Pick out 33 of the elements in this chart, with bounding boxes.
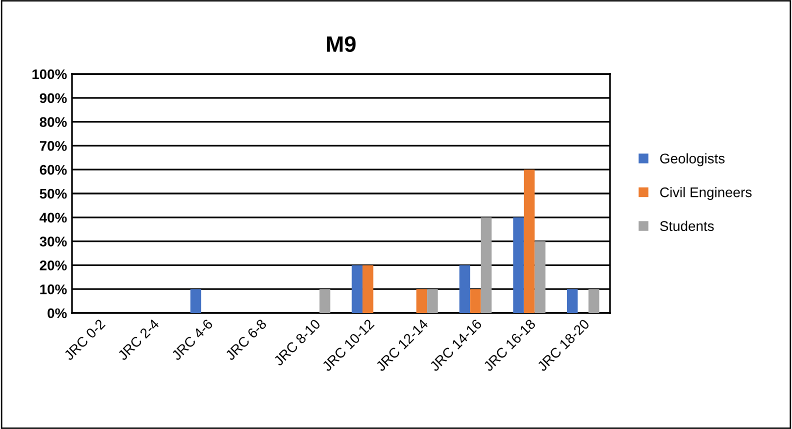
y-tick-label: 60% [40,164,67,175]
chart-title: M9 [327,36,356,52]
legend-label: Geologists [660,153,725,166]
bar [524,170,535,313]
bar [319,289,330,313]
bar [427,289,438,313]
bar [480,217,492,313]
y-tick-label: 10% [40,284,67,294]
bar [362,265,374,313]
x-tick-label: JRC 0-2 [63,318,106,361]
x-tick-label: JRC 4-6 [170,318,214,361]
y-tick-label: 20% [40,260,67,270]
bar [190,289,202,313]
y-tick-label: 100% [32,69,67,80]
bar [416,289,428,313]
y-tick-label: 70% [40,141,67,151]
bar [534,241,546,313]
y-tick-label: 30% [40,236,67,246]
legend-label: Students [660,220,714,232]
legend-label: Civil Engineers [660,187,752,200]
y-tick-label: 50% [40,188,67,199]
y-tick-label: 90% [40,93,67,104]
bar [352,265,363,313]
y-tick-label: 0% [48,308,67,318]
bar [588,289,600,313]
x-tick-label: JRC 6-8 [224,318,268,361]
x-tick-label: JRC 2-4 [117,318,160,361]
bar [513,217,524,313]
bar [459,265,470,313]
y-tick-label: 40% [40,212,67,223]
y-tick-label: 80% [40,117,67,127]
bar [470,289,481,313]
bar [566,289,578,313]
